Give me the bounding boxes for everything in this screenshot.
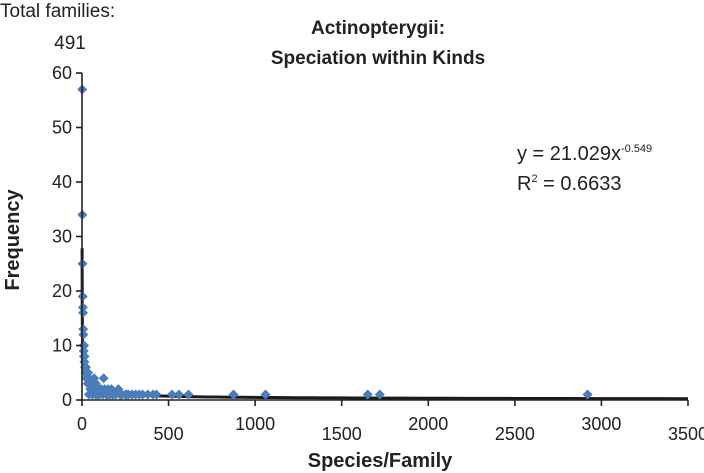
- x-tick-label: 0: [77, 414, 87, 434]
- x-tick-label: 1500: [322, 424, 362, 444]
- y-tick-label: 20: [52, 281, 72, 301]
- data-point: [173, 389, 184, 400]
- y-tick-label: 50: [52, 118, 72, 138]
- x-tick-label: 3500: [668, 424, 704, 444]
- y-tick-label: 60: [52, 63, 72, 83]
- data-point: [77, 302, 88, 313]
- data-point: [94, 384, 105, 395]
- data-point: [107, 389, 118, 400]
- annotation: Total families: 491: [0, 1, 115, 54]
- r-squared-text: R2 = 0.6633: [517, 173, 622, 195]
- data-point: [122, 389, 133, 400]
- data-point: [582, 389, 593, 400]
- data-point: [78, 324, 89, 335]
- trendline-equation: y = 21.029x-0.549 R2 = 0.6633: [517, 143, 652, 195]
- data-point: [167, 389, 178, 400]
- data-point: [115, 389, 126, 400]
- data-point: [260, 389, 271, 400]
- data-point: [142, 389, 153, 400]
- data-point: [183, 389, 194, 400]
- equation-prefix: y = 21.029x: [517, 143, 621, 165]
- chart-title-line-2: Speciation within Kinds: [271, 48, 485, 69]
- y-tick-label: 0: [62, 390, 72, 410]
- x-axis-label: Species/Family: [308, 450, 453, 472]
- data-point: [362, 389, 373, 400]
- r2-suffix: = 0.6633: [538, 173, 622, 195]
- y-tick-label: 40: [52, 172, 72, 192]
- x-tick-label: 2500: [495, 424, 535, 444]
- x-tick-label: 1000: [235, 414, 275, 434]
- data-point: [98, 373, 109, 384]
- chart-title-line-1: Actinopterygii:: [311, 18, 445, 39]
- data-point: [78, 329, 89, 340]
- annotation-line-1: Total families:: [0, 1, 115, 22]
- chart-title: Actinopterygii: Speciation within Kinds: [271, 18, 485, 69]
- y-tick-label: 30: [52, 227, 72, 247]
- data-point: [78, 307, 89, 318]
- r2-prefix: R: [517, 173, 531, 195]
- data-point: [151, 389, 162, 400]
- annotation-line-2: 491: [54, 33, 86, 54]
- x-tick-label: 2000: [408, 414, 448, 434]
- x-tick-label: 500: [154, 424, 184, 444]
- trendline: [80, 248, 689, 401]
- data-point: [137, 389, 148, 400]
- x-tick-label: 3000: [581, 414, 621, 434]
- equation-text: y = 21.029x-0.549: [517, 143, 652, 165]
- r2-exponent: 2: [531, 173, 537, 185]
- data-point: [374, 389, 385, 400]
- y-axis-label: Frequency: [2, 189, 24, 291]
- data-point: [228, 389, 239, 400]
- equation-exponent: -0.549: [621, 143, 652, 155]
- y-tick-label: 10: [52, 336, 72, 356]
